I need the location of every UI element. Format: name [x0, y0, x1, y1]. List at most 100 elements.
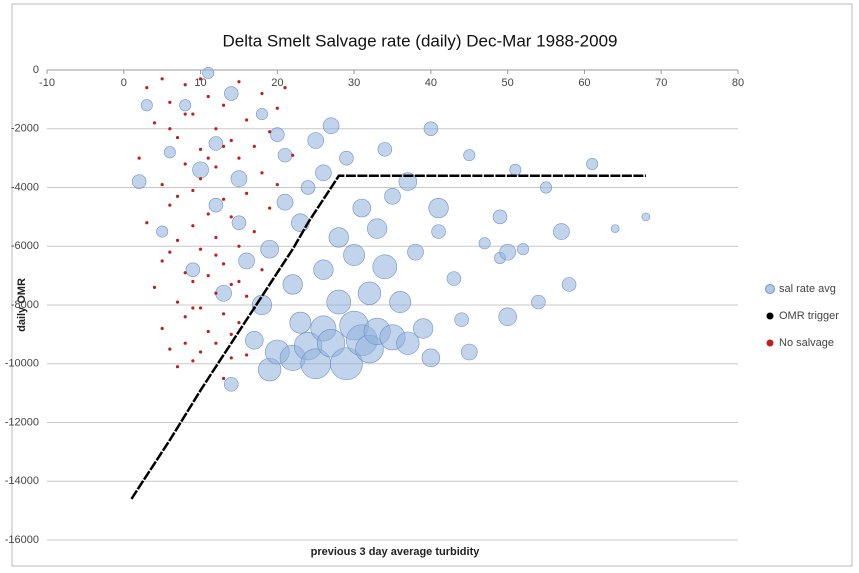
point: [221, 312, 226, 316]
bubble: [478, 237, 491, 250]
bubble: [446, 271, 462, 286]
bubble: [163, 146, 176, 159]
bubble: [156, 225, 169, 238]
point: [221, 144, 226, 148]
point: [283, 86, 287, 90]
y-tick-label: -6000: [11, 240, 39, 252]
point: [229, 282, 233, 287]
bubble: [492, 209, 508, 225]
bubble: [256, 108, 268, 121]
point: [198, 350, 203, 354]
bubble: [431, 224, 446, 239]
point: [183, 112, 187, 116]
bubble: [610, 224, 620, 233]
bubble: [208, 197, 224, 213]
x-tick-label: 30: [348, 77, 360, 89]
bubble: [313, 259, 334, 280]
x-tick-label: 20: [271, 77, 283, 89]
bubble: [231, 215, 247, 230]
bubble: [398, 172, 418, 191]
bubble: [215, 284, 232, 302]
x-tick-label: 0: [121, 77, 127, 89]
point: [260, 171, 264, 175]
bubble: [498, 307, 517, 326]
x-tick-label: 10: [194, 77, 206, 89]
plot-area: 0 -2000 -4000 -6000 -8000 -10000 -12000 -14000 -…: [5, 64, 744, 546]
x-tick-label: 80: [732, 77, 744, 89]
point: [221, 262, 226, 266]
bubble: [282, 274, 303, 295]
legend-marker: [765, 284, 775, 294]
point: [221, 197, 226, 201]
point: [214, 235, 218, 240]
point: [275, 182, 279, 187]
point: [206, 274, 210, 278]
point: [252, 229, 256, 234]
point: [160, 77, 164, 81]
point: [191, 279, 195, 284]
point: [245, 353, 249, 357]
point: [214, 127, 218, 131]
point: [175, 300, 180, 304]
point: [175, 135, 180, 140]
legend-marker: [766, 312, 774, 320]
y-tick-label: -12000: [5, 416, 39, 428]
bubble: [238, 252, 255, 270]
bubble: [540, 181, 553, 194]
bubble: [561, 277, 577, 292]
point: [145, 86, 149, 90]
bubble: [307, 132, 325, 149]
x-tick-label: -10: [39, 77, 55, 89]
legend: sal rate avg OMR trigger No salvage: [765, 283, 839, 349]
bubble: [208, 136, 224, 151]
x-tick-label: 50: [502, 77, 514, 89]
point: [198, 77, 203, 81]
x-tick-label: 60: [578, 77, 590, 89]
bubble: [277, 147, 293, 163]
bubble: [357, 281, 382, 305]
point: [168, 250, 172, 254]
point: [175, 365, 180, 369]
point: [198, 306, 203, 310]
bubble: [330, 347, 363, 381]
point: [268, 130, 272, 134]
point: [221, 376, 226, 381]
bubble: [407, 243, 424, 261]
bubble: [384, 188, 401, 205]
point: [260, 91, 264, 96]
point: [291, 153, 295, 157]
point: [214, 253, 218, 257]
point: [183, 341, 187, 345]
point: [191, 359, 195, 363]
y-tick-label: -10000: [5, 358, 39, 370]
y-tick-label: 0: [33, 64, 39, 76]
point: [229, 356, 233, 360]
point: [214, 341, 218, 345]
bubble: [389, 291, 412, 313]
bubble: [463, 149, 476, 162]
point: [206, 156, 210, 160]
bubble: [499, 243, 516, 261]
chart-title: Delta Smelt Salvage rate (daily) Dec-Mar…: [223, 31, 618, 50]
bubble: [396, 331, 420, 355]
point: [237, 321, 241, 325]
point: [198, 247, 203, 251]
point: [245, 118, 249, 122]
point: [245, 294, 249, 298]
bubble: [192, 161, 209, 179]
bubble: [352, 198, 372, 218]
point: [168, 347, 172, 351]
chart-frame: [11, 3, 853, 567]
bubble: [509, 163, 522, 176]
bubble: [454, 312, 469, 327]
bubble: [328, 227, 349, 248]
x-tick-label: 40: [425, 77, 437, 89]
bubble: [377, 142, 393, 157]
point: [175, 238, 180, 242]
bubble: [553, 223, 570, 240]
point: [268, 206, 272, 210]
bubble: [300, 180, 316, 195]
bubble: [428, 197, 449, 219]
legend-label: No salvage: [779, 337, 834, 349]
